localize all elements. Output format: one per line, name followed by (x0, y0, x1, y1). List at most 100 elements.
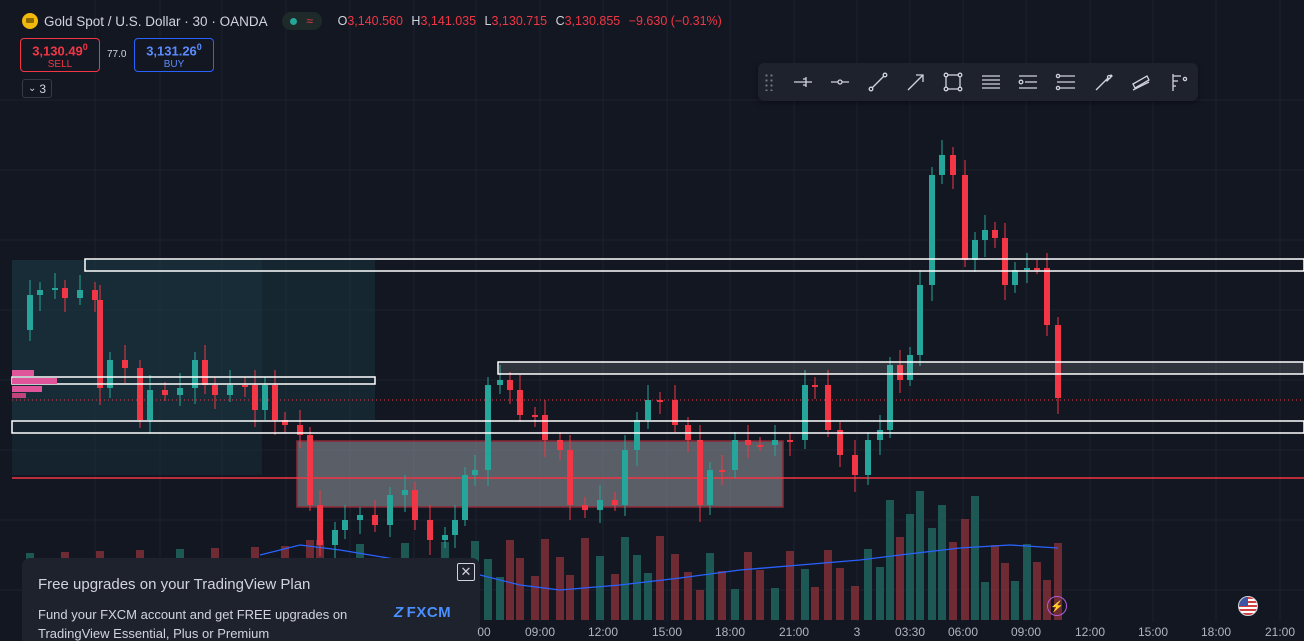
time-tick: 09:00 (524, 625, 556, 639)
candle-body (745, 440, 751, 445)
candle-body (62, 288, 68, 298)
time-tick: 21:00 (778, 625, 810, 639)
candle-body (107, 360, 113, 388)
sell-label: SELL (47, 59, 73, 71)
candle-body (317, 505, 323, 545)
volume-bar (731, 589, 739, 620)
volume-bar (851, 586, 859, 620)
promo-banner[interactable]: Free upgrades on your TradingView Plan F… (22, 558, 480, 641)
volume-bar (718, 571, 726, 620)
volume-bar (991, 545, 999, 620)
flash-event-icon[interactable]: ⚡ (1047, 596, 1067, 616)
volume-ma-line (259, 544, 1059, 591)
candle-body (877, 430, 883, 440)
candle-body (297, 425, 303, 435)
candle-body (657, 400, 663, 402)
candle-body (557, 440, 563, 450)
candle-body (485, 385, 491, 470)
open-label: O (337, 14, 348, 28)
zone-lower (11, 420, 1304, 434)
candle-body (342, 520, 348, 530)
parallel-lines-icon[interactable] (972, 67, 1010, 97)
close-button[interactable]: ✕ (457, 563, 475, 581)
fxcm-mark-icon: Z (394, 604, 404, 621)
volume-bar (771, 588, 779, 620)
candle-body (507, 380, 513, 390)
candle-body (597, 500, 603, 510)
candle-body (982, 230, 988, 240)
candle-body (929, 175, 935, 285)
volume-bar (916, 491, 924, 620)
channel-icon[interactable] (1122, 67, 1160, 97)
volume-profile-bar (12, 386, 42, 392)
horizontal-ray-icon[interactable] (784, 67, 822, 97)
volume-bar (633, 555, 641, 620)
candle-body (707, 470, 713, 505)
resistance-zones (11, 258, 1304, 434)
fib-retracement-icon[interactable] (1010, 67, 1048, 97)
time-tick: 03:30 (894, 625, 926, 639)
candle-body (122, 360, 128, 368)
volume-bar (928, 528, 936, 620)
drawing-toolbar (758, 63, 1198, 101)
candle-body (517, 390, 523, 415)
volume-profile-bar (12, 393, 26, 398)
us-flag-event-icon[interactable] (1238, 596, 1258, 616)
candle-body (992, 230, 998, 238)
candle-body (634, 420, 640, 450)
volume-bar (876, 567, 884, 620)
volume-bar (1054, 543, 1062, 620)
candle-body (262, 385, 268, 410)
time-tick: 18:00 (1200, 625, 1232, 639)
market-open-dot-icon (290, 17, 298, 25)
time-axis[interactable]: 00 09:00 12:00 15:00 18:00 21:00 3 03:30… (0, 622, 1304, 641)
time-tick: 12:00 (1074, 625, 1106, 639)
rectangle-icon[interactable] (934, 67, 972, 97)
pitchfork-icon[interactable] (1160, 67, 1198, 97)
volume-bar (744, 552, 752, 620)
candle-body (802, 385, 808, 440)
candle-body (202, 360, 208, 385)
candle-body (177, 388, 183, 395)
candle-body (472, 470, 478, 475)
symbol-title[interactable]: Gold Spot / U.S. Dollar · 30 · OANDA (44, 13, 268, 29)
candle-body (1024, 268, 1030, 270)
time-tick: 3 (853, 625, 861, 639)
candle-body (147, 390, 153, 420)
volume-bar (484, 559, 492, 620)
fib-levels-icon[interactable] (1047, 67, 1085, 97)
arrow-icon[interactable] (897, 67, 935, 97)
chevron-down-icon: ⌄ (27, 83, 37, 94)
volume-bar (949, 542, 957, 620)
candle-body (622, 450, 628, 505)
brush-icon[interactable] (1085, 67, 1123, 97)
horizontal-line-icon[interactable] (822, 67, 860, 97)
volume-bar (581, 538, 589, 620)
close-label: C (555, 14, 565, 28)
session-highlight (12, 260, 262, 475)
candle-body (27, 295, 33, 330)
time-tick: 09:00 (1010, 625, 1042, 639)
candle-body (582, 505, 588, 510)
session-highlight (12, 260, 375, 420)
trend-line-icon[interactable] (859, 67, 897, 97)
buy-button[interactable]: 3,131.260 BUY (134, 38, 214, 72)
candle-body (307, 435, 313, 505)
sell-button[interactable]: 3,130.490 SELL (20, 38, 100, 72)
candle-body (412, 490, 418, 520)
candle-body (972, 240, 978, 260)
indicators-toggle-button[interactable]: ⌄ 3 (22, 79, 52, 98)
market-status[interactable]: ≈ (281, 12, 322, 30)
high-label: H (411, 14, 421, 28)
wave-icon: ≈ (306, 14, 313, 28)
candle-body (672, 400, 678, 425)
candle-body (442, 535, 448, 540)
candle-body (612, 500, 618, 505)
candle-body (162, 390, 168, 395)
candle-body (37, 290, 43, 295)
low-value: 3,130.715 (491, 14, 548, 28)
time-tick: 00 (477, 625, 491, 639)
drag-handle-icon[interactable] (764, 73, 774, 91)
time-tick: 06:00 (947, 625, 979, 639)
